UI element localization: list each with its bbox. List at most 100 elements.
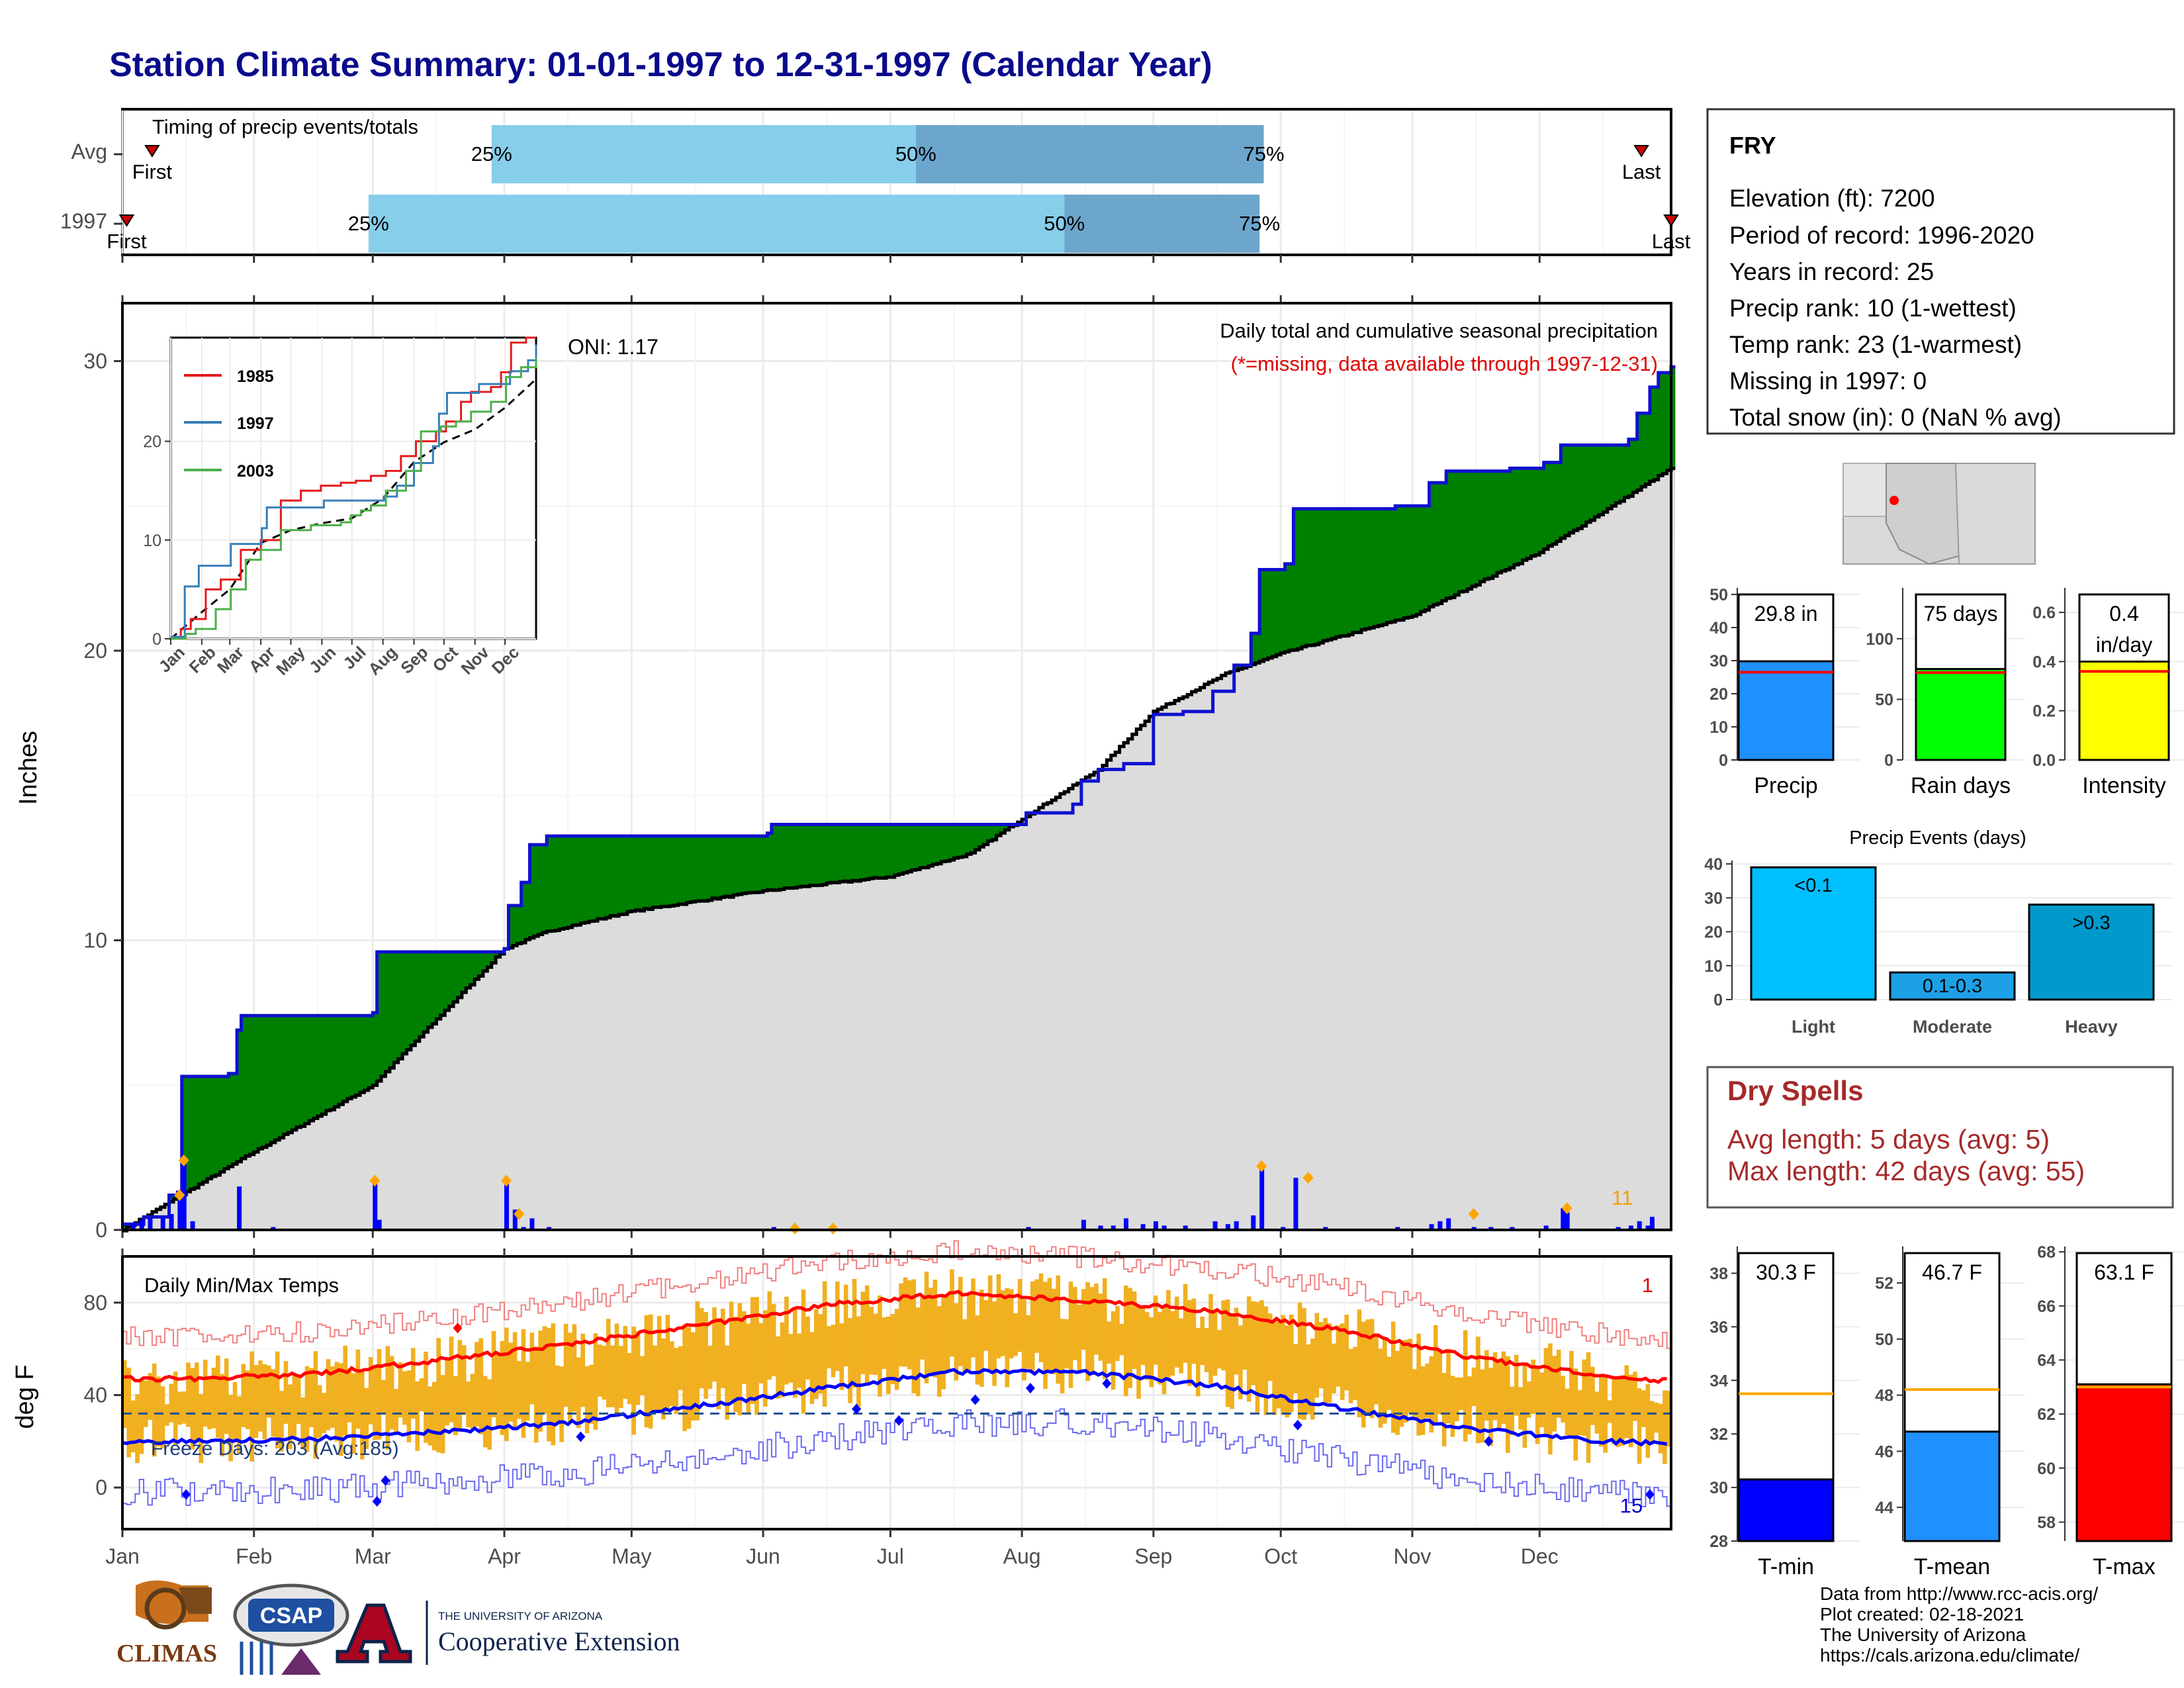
daily-temp-range-bar (758, 1323, 764, 1383)
daily-temp-range-bar (1527, 1382, 1531, 1418)
daily-precip-bar (771, 1227, 776, 1230)
temp-y-tick-label: 40 (83, 1383, 107, 1407)
average-cumulative-area (122, 468, 1676, 1231)
summary-y-tick-label: 0.6 (2032, 604, 2056, 622)
daily-precip-bar (1628, 1225, 1633, 1230)
record-low-marker (852, 1403, 862, 1415)
daily-temp-range-bar (364, 1387, 369, 1449)
daily-temp-range-bar (1539, 1372, 1544, 1428)
daily-temp-range-bar (1565, 1388, 1570, 1436)
month-tick-label-jan: Jan (105, 1544, 140, 1568)
daily-temp-range-bar (1471, 1367, 1477, 1407)
daily-temp-range-bar (839, 1323, 844, 1390)
daily-temp-range-bar (827, 1326, 831, 1369)
temp-y-tick-label: 80 (83, 1291, 107, 1315)
events-category-label: Light (1792, 1017, 1835, 1037)
daily-precip-bar (177, 1197, 183, 1230)
precip-events-title: Precip Events (days) (1849, 827, 2026, 849)
daily-temp-range-bar (933, 1280, 938, 1378)
daily-temp-range-bar (631, 1327, 636, 1435)
daily-temp-range-bar (547, 1327, 551, 1442)
credit-data-source: Data from http://www.rcc-acis.org/ (1820, 1583, 2099, 1604)
daily-temp-range-bar (1416, 1333, 1421, 1436)
daily-temp-range-bar (373, 1365, 377, 1440)
station-info-box: FRY Elevation (ft): 7200 Period of recor… (1706, 108, 2175, 435)
daily-temp-range-bar (555, 1365, 560, 1424)
daily-temp-range-bar (670, 1341, 674, 1407)
daily-precip-bar (1161, 1225, 1167, 1230)
csap-wordmark: CSAP (260, 1603, 322, 1628)
daily-temp-range-bar (283, 1361, 289, 1424)
station-locator-map (1843, 463, 2036, 565)
daily-precip-bar (169, 1213, 174, 1230)
daily-temp-range-bar (1191, 1298, 1197, 1364)
daily-temp-range-bar (1179, 1318, 1183, 1374)
daily-temp-range-bar (1327, 1323, 1332, 1403)
daily-temp-range-bar (648, 1314, 653, 1429)
inset-y-tick-label: 10 (143, 532, 161, 550)
daily-temp-range-bar (1174, 1296, 1179, 1368)
daily-precip-bar (1081, 1219, 1086, 1230)
daily-temp-range-bar (300, 1397, 305, 1450)
days-over-threshold-count: 11 (1612, 1186, 1633, 1209)
map-state-california (1843, 463, 1887, 517)
timing-panel-title: Timing of precip events/totals (152, 115, 418, 138)
record-low-marker (1293, 1419, 1302, 1430)
daily-temp-range-bar (1149, 1317, 1154, 1387)
daily-temp-range-bar (929, 1288, 933, 1376)
daily-temp-range-bar (771, 1303, 776, 1377)
daily-temp-range-bar (966, 1293, 972, 1372)
inset-average-line (170, 378, 537, 640)
last-event-marker (1663, 214, 1679, 227)
daily-temp-range-bar (954, 1303, 959, 1381)
timing-label-75: 75% (1239, 212, 1280, 235)
summary-category-label: T-min (1758, 1554, 1814, 1579)
daily-temp-range-bar (1662, 1390, 1667, 1464)
daily-precip-bar (1471, 1227, 1477, 1230)
daily-temp-range-bar (478, 1338, 484, 1434)
record-low-marker (1102, 1378, 1112, 1389)
daily-temp-range-bar (1408, 1338, 1413, 1413)
daily-temp-range-bar (1556, 1350, 1561, 1418)
daily-temp-range-bar (1459, 1377, 1464, 1411)
daily-temp-range-bar (1318, 1322, 1324, 1389)
daily-temp-range-bar (377, 1349, 382, 1440)
summary-category-label: Rain days (1911, 773, 2011, 798)
daily-temp-range-bar (1005, 1288, 1010, 1387)
daily-temp-range-bar (1052, 1288, 1056, 1374)
summary-y-tick-label: 0 (1719, 751, 1728, 770)
daily-temp-range-bar (1115, 1305, 1120, 1362)
daily-temp-range-bar (924, 1271, 929, 1383)
summary-value-bar (1915, 668, 2007, 761)
daily-temp-range-bar (843, 1284, 848, 1367)
daily-temp-range-bar (1522, 1362, 1527, 1448)
daily-precip-bar (1225, 1224, 1230, 1230)
daily-temp-range-bar (512, 1332, 518, 1430)
daily-precip-bar (377, 1219, 382, 1230)
daily-temp-range-bar (1446, 1348, 1451, 1424)
daily-temp-range-bar (1369, 1319, 1375, 1419)
daily-temp-range-bar (1429, 1356, 1434, 1432)
page-title: Station Climate Summary: 01-01-1997 to 1… (109, 46, 1212, 84)
daily-temp-range-bar (330, 1366, 335, 1428)
daily-temp-range-bar (1107, 1321, 1111, 1364)
first-event-label: First (132, 160, 173, 183)
summary-y-tick-label: 32 (1709, 1425, 1728, 1444)
average-high-line (122, 1289, 1667, 1384)
daily-temp-range-bar (563, 1323, 569, 1407)
record-low-marker (381, 1475, 390, 1486)
daily-temp-range-bar (232, 1382, 238, 1443)
summary-y-tick-label: 34 (1709, 1372, 1728, 1390)
daily-temp-range-bar (1590, 1366, 1595, 1425)
precip-y-axis-label: Inches (15, 731, 42, 805)
daily-temp-range-bar (152, 1363, 157, 1457)
daily-temp-range-bar (1081, 1289, 1086, 1350)
daily-temp-range-bar (1361, 1321, 1366, 1428)
heavy-event-marker (514, 1207, 525, 1220)
daily-temp-range-bar (1510, 1386, 1514, 1435)
daily-temp-range-bar (309, 1368, 314, 1428)
station-info-frame (1706, 108, 2175, 435)
daily-temp-range-bar (508, 1342, 513, 1422)
daily-temp-range-bar (831, 1325, 836, 1378)
daily-temp-range-bar (882, 1317, 887, 1370)
